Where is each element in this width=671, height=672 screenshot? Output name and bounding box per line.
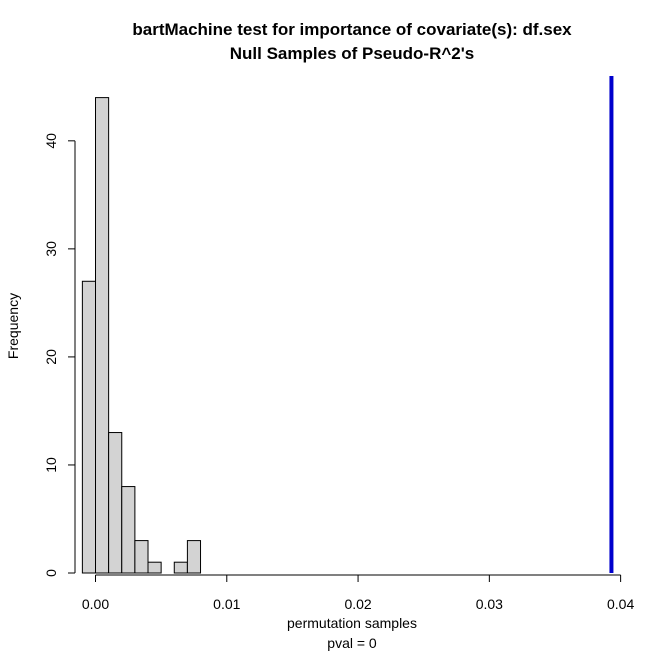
y-tick-label: 0 <box>43 569 59 577</box>
histogram-bar <box>121 486 136 574</box>
y-axis: 0 10 20 30 40 <box>43 133 76 577</box>
pval-label: pval = 0 <box>327 635 377 651</box>
y-tick-label: 10 <box>43 457 59 473</box>
histogram-bar <box>95 97 110 574</box>
x-axis: 0.00 0.01 0.02 0.03 0.04 <box>82 574 634 612</box>
chart-subtitle: Null Samples of Pseudo-R^2's <box>230 44 474 63</box>
x-axis-label: permutation samples <box>287 615 417 631</box>
histogram-bar <box>173 561 188 574</box>
x-tick-label: 0.01 <box>213 596 240 612</box>
histogram-bar <box>147 561 162 574</box>
x-tick-label: 0.04 <box>607 596 634 612</box>
chart-title: bartMachine test for importance of covar… <box>132 20 572 39</box>
histogram-bar <box>186 540 202 574</box>
histogram-bar <box>108 432 123 574</box>
y-tick-label: 30 <box>43 241 59 257</box>
x-tick-label: 0.00 <box>82 596 109 612</box>
histogram-bars <box>81 97 202 574</box>
x-tick-label: 0.02 <box>344 596 371 612</box>
histogram-bar <box>81 280 97 574</box>
y-axis-label: Frequency <box>5 293 21 359</box>
y-tick-label: 40 <box>43 133 59 149</box>
x-tick-label: 0.03 <box>476 596 503 612</box>
histogram-bar <box>134 540 149 574</box>
y-tick-label: 20 <box>43 349 59 365</box>
